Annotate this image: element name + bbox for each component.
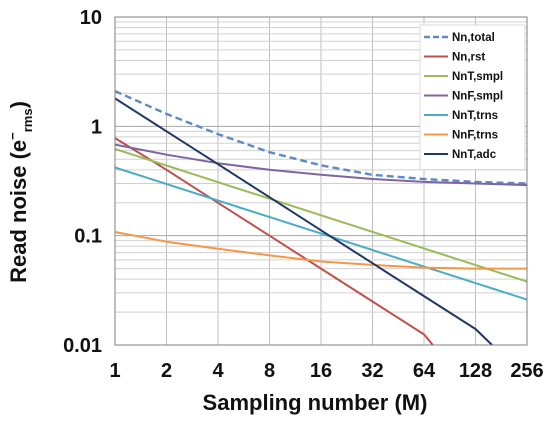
x-tick-label: 32 [361, 360, 383, 382]
y-axis-title-sub: rms [20, 108, 35, 132]
x-axis-title: Sampling number (M) [203, 390, 428, 415]
series-line-nnf-trns [114, 231, 527, 270]
legend: Nn,total Nn,rst NnT,smpl NnF,smpl NnT,trns Nn… [419, 24, 526, 170]
x-tick-label: 16 [310, 360, 332, 382]
legend-label: NnT,smpl [452, 71, 503, 83]
legend-label: NnT,adc [452, 149, 497, 161]
legend-label: NnT,trns [452, 110, 498, 122]
y-axis-title: Read noise (e−rms) [5, 101, 35, 283]
series-line-nnt-adc [114, 97, 493, 346]
legend-box [419, 24, 526, 170]
x-tick-label: 2 [161, 360, 172, 382]
y-tick-label: 10 [80, 7, 102, 29]
x-tick-label: 4 [212, 360, 224, 382]
y-axis-title-sup: − [5, 132, 20, 140]
series-line-nnt-trns [114, 166, 528, 301]
legend-label: NnF,smpl [452, 91, 503, 103]
y-axis-title-main: Read noise (e [6, 140, 31, 283]
x-tick-label: 128 [459, 360, 492, 382]
y-tick-label: 0.1 [74, 226, 102, 248]
series-layer [114, 90, 528, 346]
series-line-nnf-smpl [114, 143, 528, 187]
axes-layer: 10 1 0.1 0.01 1 2 4 8 16 32 64 128 256 [63, 7, 544, 382]
legend-label: NnF,trns [452, 130, 498, 142]
x-tick-label: 256 [510, 360, 543, 382]
x-tick-label: 64 [413, 360, 436, 382]
y-tick-label: 0.01 [63, 335, 102, 357]
y-axis-title-close: ) [6, 101, 31, 108]
series-line-nnt-smpl [114, 148, 528, 283]
series-line-nn-rst [114, 137, 434, 346]
plot-frame [114, 16, 528, 346]
legend-label: Nn,total [452, 32, 495, 44]
x-tick-label: 8 [264, 360, 275, 382]
x-tick-label: 1 [109, 360, 120, 382]
y-tick-label: 1 [91, 116, 102, 138]
legend-label: Nn,rst [452, 52, 485, 64]
series-line-nn-total [114, 90, 528, 185]
